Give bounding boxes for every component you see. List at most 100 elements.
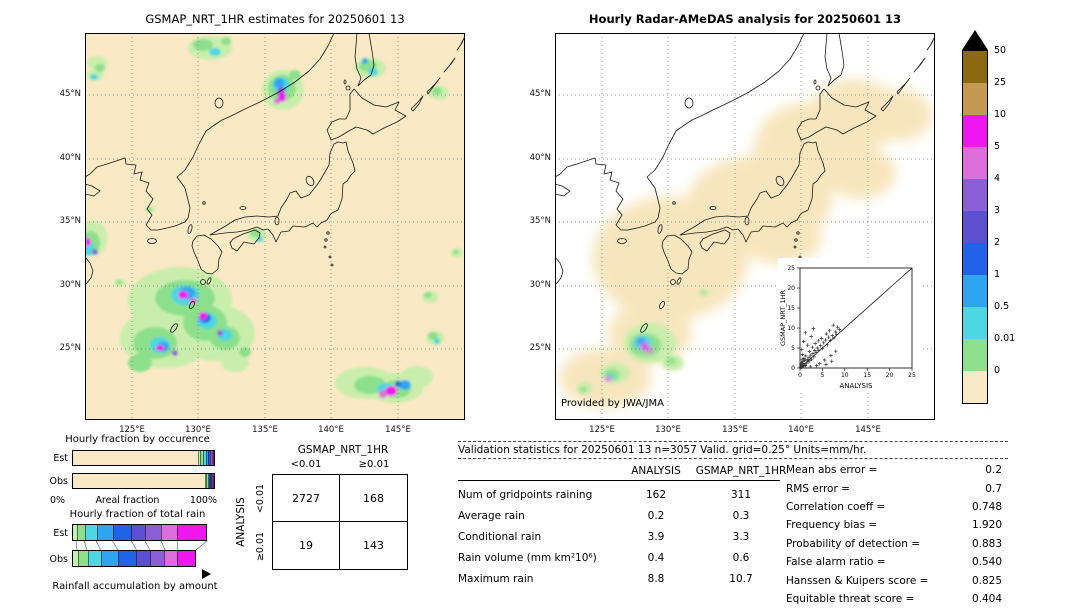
lat-tick-label: 45°N xyxy=(529,89,551,99)
precip-blob xyxy=(428,332,438,340)
gsmap-value: 3.3 xyxy=(732,530,750,543)
precip-blob xyxy=(239,347,251,357)
contingency-col-group: GSMAP_NRT_1HR xyxy=(297,444,389,456)
x-tick-label: 15 xyxy=(863,372,871,379)
row-label: Conditional rain xyxy=(458,530,542,543)
divider-dashed xyxy=(458,441,1008,442)
precip-blob xyxy=(257,236,263,242)
row-label: Num of gridpoints raining xyxy=(458,488,593,501)
precip-blob xyxy=(675,268,735,308)
score-value: 0.7 xyxy=(985,482,1002,495)
bar-segment xyxy=(76,525,85,540)
precip-blob xyxy=(385,386,397,396)
colorbar-label: 0.01 xyxy=(994,333,1016,344)
lon-tick-label: 140°E xyxy=(318,425,344,435)
precip-blob xyxy=(605,376,611,382)
occurrence-chart-title: Hourly fraction by occurence xyxy=(65,434,210,445)
precip-blob xyxy=(289,70,301,80)
score-label: RMS error = xyxy=(786,482,850,495)
bar-segment xyxy=(84,525,97,540)
bar-segment xyxy=(205,451,208,465)
row-label-below: <0.01 xyxy=(255,483,266,513)
colorbar-segment xyxy=(963,51,987,83)
colorbar-segment xyxy=(963,115,987,147)
bar-segment xyxy=(197,451,201,465)
y-tick-label: 0 xyxy=(791,365,795,372)
bar-segment xyxy=(209,451,212,465)
score-value: 0.540 xyxy=(971,556,1002,569)
score-label: Probability of detection = xyxy=(786,537,921,550)
col-header-gsmap: GSMAP_NRT_1HR xyxy=(695,464,787,477)
score-row: Frequency bias = 1.920 xyxy=(786,516,1008,534)
precip-blob xyxy=(172,350,178,356)
score-value: 0.748 xyxy=(971,500,1002,513)
col-header-analysis: ANALYSIS xyxy=(631,464,681,477)
gsmap-precip-layer xyxy=(86,36,463,403)
bar-segment xyxy=(206,474,208,488)
totalrain-chart-title: Hourly fraction of total rain xyxy=(69,509,206,520)
x-tick-label: 25 xyxy=(908,372,916,379)
precip-blob xyxy=(579,387,587,393)
precip-blob xyxy=(824,147,896,199)
bar-segment xyxy=(87,551,102,566)
radar-map-border xyxy=(555,33,935,420)
bar-segment xyxy=(210,474,212,488)
precip-blob xyxy=(738,212,822,264)
totalrain-chart-caption: Rainfall accumulation by amount xyxy=(52,581,218,592)
x-tick-label: 10 xyxy=(841,372,849,379)
totalrain-obs-bar xyxy=(72,550,196,567)
x-tick-label: 5 xyxy=(820,372,824,379)
score-row: Equitable threat score = 0.404 xyxy=(786,590,1008,608)
analysis-value: 3.9 xyxy=(647,530,665,543)
gsmap-value: 311 xyxy=(730,488,752,501)
radar-coverage-layer xyxy=(559,79,932,408)
bar-segment xyxy=(211,451,213,465)
scatter-plot: 00 5 5 10 10 15 15 20 20 25 25 ANALYSIS GSMAP_NRT_… xyxy=(778,258,922,392)
lat-tick-label: 30°N xyxy=(59,280,81,290)
precip-blob xyxy=(432,87,442,95)
precip-blob xyxy=(278,92,286,102)
row-label: Maximum rain xyxy=(458,572,534,585)
precip-blob xyxy=(221,354,249,372)
lat-tick-label: 45°N xyxy=(59,89,81,99)
col-label-below: <0.01 xyxy=(290,459,322,470)
lon-tick-label: 145°E xyxy=(855,425,881,435)
lon-tick-label: 140°E xyxy=(788,425,814,435)
colorbar-label: 5 xyxy=(994,141,1001,152)
score-label: Frequency bias = xyxy=(786,519,878,532)
lat-tick-label: 30°N xyxy=(529,280,551,290)
lat-tick-label: 25°N xyxy=(59,343,81,353)
bar-segment xyxy=(149,551,165,566)
colorbar-label: 1 xyxy=(994,269,1001,280)
precip-blob xyxy=(92,249,98,255)
scatter-ylabel: GSMAP_NRT_1HR xyxy=(779,289,787,346)
precip-blob xyxy=(700,290,706,294)
connector-line xyxy=(131,541,137,550)
precip-blob xyxy=(156,345,164,351)
y-tick-label: 25 xyxy=(787,265,795,272)
validation-title: Validation statistics for 20250601 13 n=… xyxy=(458,444,867,456)
table-row: Average rain 0.2 0.3 xyxy=(458,505,791,526)
divider-dashed xyxy=(458,458,1008,459)
colorbar-labels: 50 25 10 5 4 3 2 1 0.5 0.01 0 xyxy=(994,45,1034,410)
axis-max-label: 100% xyxy=(189,495,217,506)
gsmap-value: 0.3 xyxy=(732,509,750,522)
scatter-points: 00 5 5 10 10 15 15 20 20 25 25 xyxy=(787,265,916,379)
bar-segment xyxy=(164,551,177,566)
colorbar xyxy=(962,50,988,404)
bar-segment xyxy=(207,474,209,488)
connector-line xyxy=(160,541,166,550)
score-label: Hanssen & Kuipers score = xyxy=(786,574,929,587)
bar-segment xyxy=(73,551,78,566)
lon-tick-label: 135°E xyxy=(722,425,748,435)
bar-segment xyxy=(136,551,150,566)
bar-segment xyxy=(212,474,214,488)
contingency-col-labels: <0.01 ≥0.01 xyxy=(272,459,408,470)
bar-segment xyxy=(176,551,195,566)
bar-segment xyxy=(112,525,132,540)
occurrence-obs-bar xyxy=(72,473,215,489)
bar-segment xyxy=(131,525,145,540)
accumulation-arrow-icon xyxy=(202,569,211,579)
precip-blob xyxy=(209,48,221,56)
precip-blob xyxy=(647,348,653,354)
